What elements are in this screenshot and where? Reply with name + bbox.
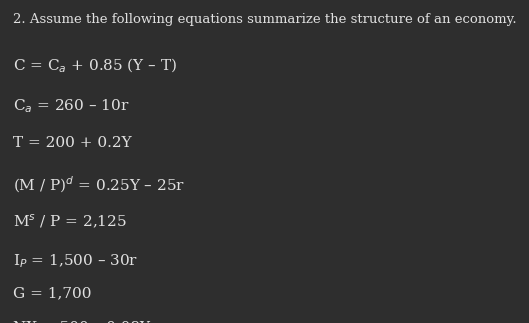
Text: C = C$_a$ + 0.85 (Y – T): C = C$_a$ + 0.85 (Y – T) [13, 57, 177, 75]
Text: I$_P$ = 1,500 – 30r: I$_P$ = 1,500 – 30r [13, 252, 139, 270]
Text: G = 1,700: G = 1,700 [13, 286, 92, 300]
Text: T = 200 + 0.2Y: T = 200 + 0.2Y [13, 136, 132, 150]
Text: M$^s$ / P = 2,125: M$^s$ / P = 2,125 [13, 213, 127, 231]
Text: 2. Assume the following equations summarize the structure of an economy.: 2. Assume the following equations summar… [13, 13, 517, 26]
Text: (M / P)$^d$ = 0.25Y – 25r: (M / P)$^d$ = 0.25Y – 25r [13, 174, 185, 195]
Text: C$_a$ = 260 – 10r: C$_a$ = 260 – 10r [13, 97, 130, 115]
Text: NX = 500 – 0.08Y: NX = 500 – 0.08Y [13, 321, 150, 323]
